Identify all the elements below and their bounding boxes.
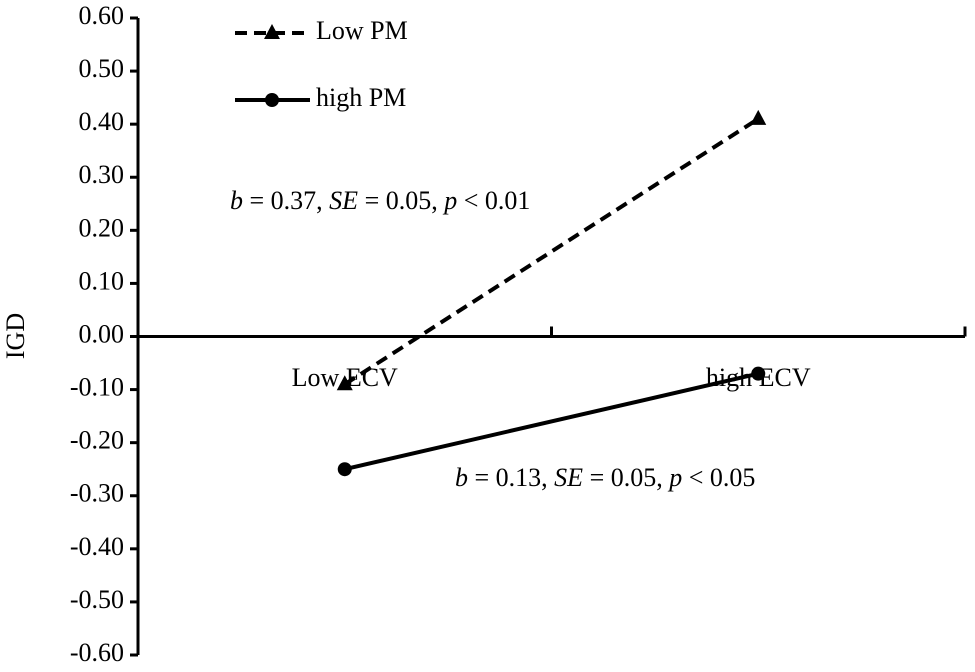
y-tick-label: 0.20: [79, 213, 125, 242]
circle-marker: [751, 366, 766, 381]
triangle-marker: [750, 109, 767, 125]
y-tick-label: 0.60: [79, 1, 125, 30]
y-axis-label: IGD: [1, 313, 30, 359]
annotation-part: p: [667, 463, 682, 492]
annotation-part: p: [442, 186, 457, 215]
circle-marker: [337, 462, 352, 477]
series-line: [344, 371, 759, 472]
annotation-part: < 0.05: [682, 463, 755, 492]
series-line: [343, 117, 760, 386]
legend-label: Low PM: [316, 16, 408, 45]
y-tick-label: -0.40: [70, 532, 124, 561]
y-tick-label: 0.00: [79, 319, 125, 348]
y-tick-label: -0.10: [70, 373, 124, 402]
y-tick-label: 0.50: [79, 54, 125, 83]
y-tick-label: 0.10: [79, 266, 125, 295]
annotation-part: SE: [554, 463, 583, 492]
y-tick-label: 0.40: [79, 107, 125, 136]
legend-label: high PM: [316, 83, 406, 112]
annotation-part: = 0.05,: [358, 186, 444, 215]
annotation-part: = 0.13,: [468, 463, 554, 492]
triangle-marker: [336, 375, 353, 391]
legend-marker: [264, 24, 280, 39]
y-tick-label: -0.30: [70, 479, 124, 508]
annotation-part: b: [455, 463, 468, 492]
y-tick-label: 0.30: [79, 160, 125, 189]
legend-marker: [265, 93, 279, 107]
annotation-part: b: [230, 186, 243, 215]
y-tick-label: -0.20: [70, 426, 124, 455]
annotation-part: < 0.01: [457, 186, 530, 215]
y-tick-label: -0.50: [70, 585, 124, 614]
annotation: b = 0.13, SE = 0.05, p < 0.05: [455, 463, 755, 492]
y-tick-label: -0.60: [70, 638, 124, 667]
annotation-part: = 0.05,: [583, 463, 669, 492]
annotation: b = 0.37, SE = 0.05, p < 0.01: [230, 186, 530, 215]
annotation-part: = 0.37,: [243, 186, 329, 215]
annotation-part: SE: [329, 186, 358, 215]
